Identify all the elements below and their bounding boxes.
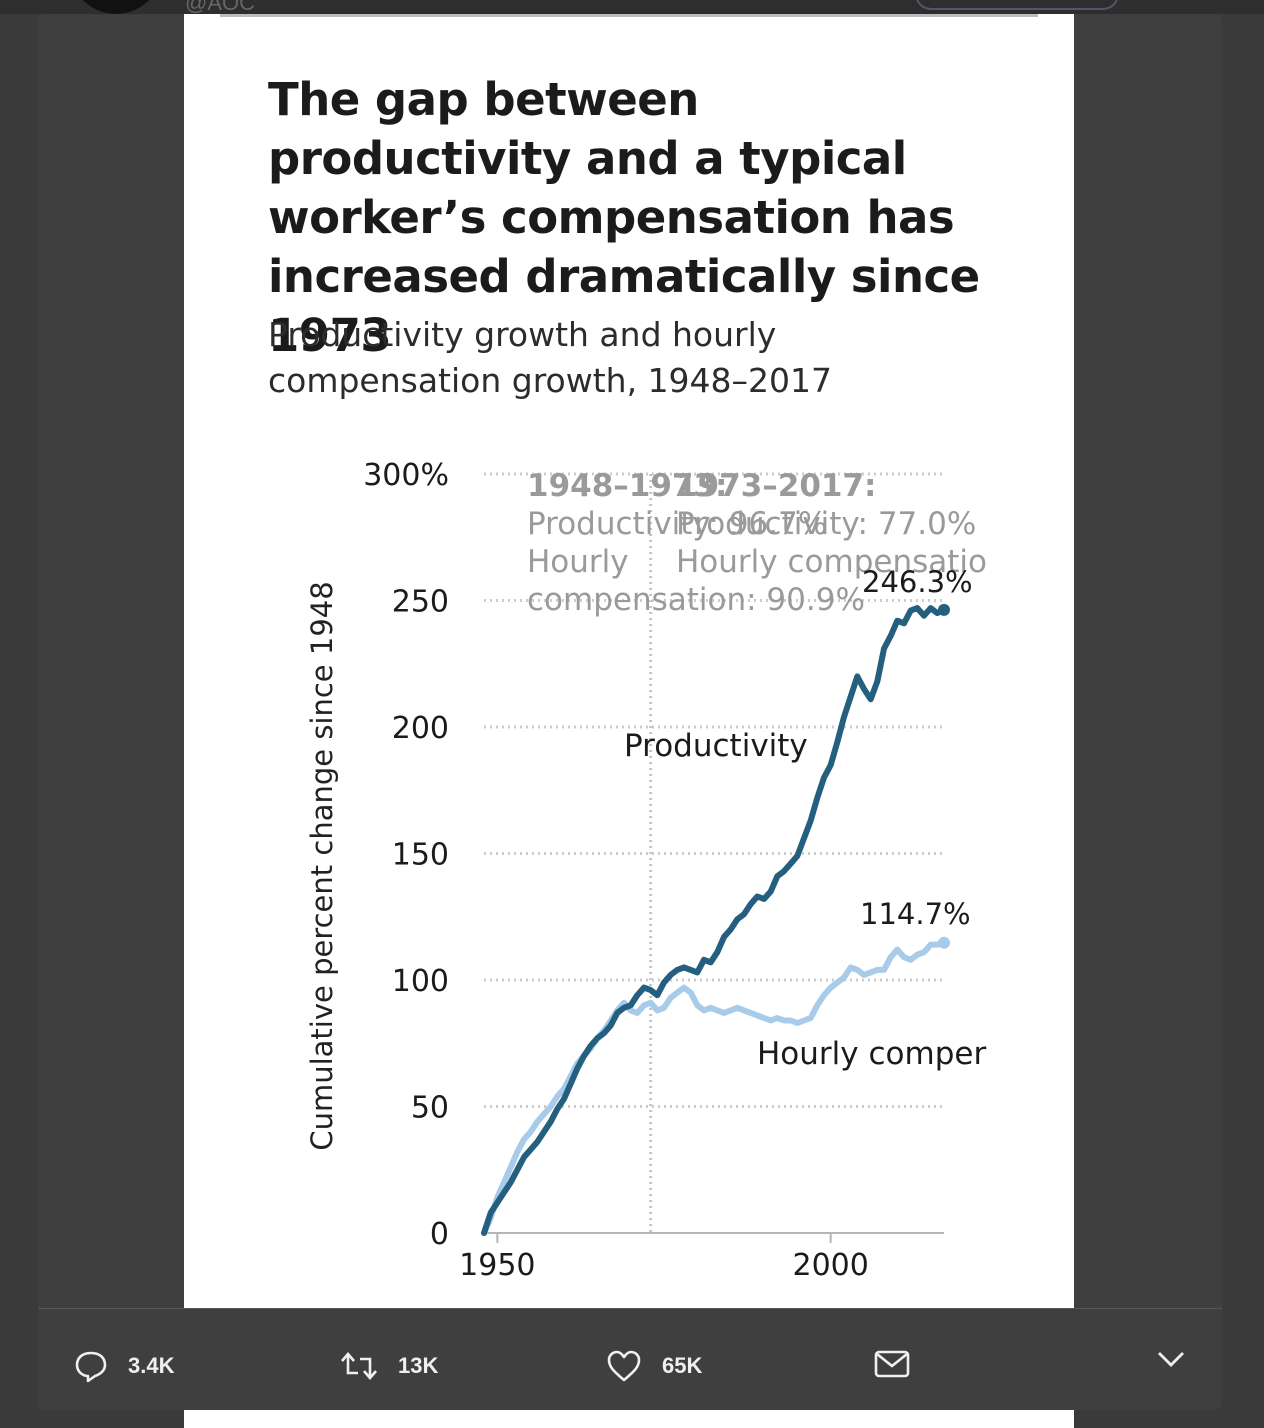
tweet-image[interactable]: The gap between productivity and a typic… (184, 14, 1074, 1308)
heart-icon (607, 1350, 641, 1382)
period1-line1: Productivity: 96.7% (527, 506, 827, 542)
line-chart: 0 50 100 150 200 250 300% 1950 2000 Cumulative … (305, 458, 987, 1283)
period2-line1: Productivity: 77.0% (676, 506, 976, 542)
period1-line3: compensation: 90.9% (527, 582, 865, 618)
chart-title: The gap between productivity and a typic… (268, 73, 980, 362)
y-tick-label: 300% (363, 458, 449, 493)
compensation-series-label: Hourly comper (757, 1036, 986, 1072)
tweet-action-bar: 3.4K 13K 65K (38, 1308, 1222, 1411)
series-line-compensation (481, 939, 947, 1236)
y-tick-label: 200 (392, 711, 449, 746)
chart-subtitle: Productivity growth and hourly compensat… (268, 315, 833, 400)
retweet-count: 13K (398, 1353, 439, 1378)
top-rule (220, 14, 1038, 17)
direct-message-button[interactable] (874, 1349, 910, 1379)
compensation-end-label: 114.7% (860, 897, 971, 931)
reply-count: 3.4K (128, 1353, 175, 1378)
x-tick-label: 1950 (459, 1248, 535, 1283)
chevron-down-icon (1158, 1352, 1184, 1367)
envelope-icon (874, 1350, 910, 1378)
y-axis-label: Cumulative percent change since 1948 (305, 581, 339, 1150)
follow-button[interactable] (915, 0, 1119, 10)
reply-button[interactable]: 3.4K (74, 1349, 174, 1383)
series-lines (481, 603, 950, 1236)
series-line-productivity (481, 605, 947, 1236)
more-options-button[interactable] (1156, 1349, 1186, 1369)
y-tick-label: 250 (392, 585, 449, 620)
next-image-peek (184, 1410, 1074, 1428)
period2-line2: Hourly compensatio (676, 544, 987, 580)
y-tick-label: 50 (411, 1091, 449, 1126)
y-tick-label: 150 (392, 838, 449, 873)
gridlines (484, 472, 944, 1234)
like-count: 65K (662, 1353, 703, 1378)
period2-title: 1973–2017: (676, 468, 876, 504)
x-tick-label: 2000 (792, 1248, 868, 1283)
retweet-button[interactable]: 13K (340, 1349, 438, 1383)
y-tick-label: 100 (392, 964, 449, 999)
like-button[interactable]: 65K (606, 1349, 702, 1383)
x-tick-labels: 1950 2000 (459, 1233, 869, 1283)
productivity-series-label: Productivity (624, 728, 808, 764)
productivity-end-label: 246.3% (862, 565, 973, 599)
period1-title: 1948–1973: (527, 468, 727, 504)
series-endpoint-productivity (938, 603, 950, 616)
author-handle[interactable]: @AOC (185, 0, 256, 15)
retweet-icon (341, 1352, 377, 1380)
series-endpoint-compensation (938, 936, 950, 949)
reply-icon (75, 1351, 107, 1383)
page-top-strip (0, 0, 1264, 14)
y-tick-label: 0 (430, 1217, 449, 1252)
y-tick-labels: 0 50 100 150 200 250 300% (363, 458, 449, 1252)
period1-line2: Hourly (527, 544, 629, 580)
